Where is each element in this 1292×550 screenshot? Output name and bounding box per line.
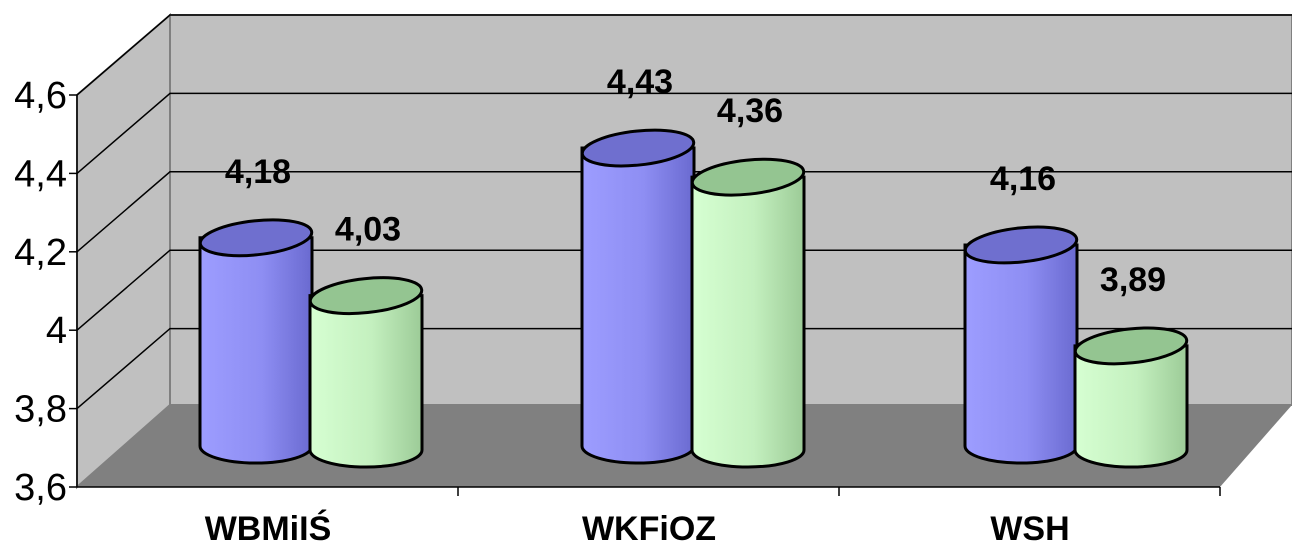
bar-body (1073, 344, 1189, 469)
gridline (76, 249, 1292, 331)
bar-top (198, 218, 314, 258)
data-label: 4,16 (990, 160, 1056, 198)
x-category-label: WSH (990, 510, 1069, 548)
bar (308, 276, 424, 469)
gridline (76, 14, 1292, 96)
data-label: 4,18 (225, 153, 291, 191)
x-category-label: WKFiOZ (582, 510, 716, 548)
bar-body (690, 175, 806, 469)
gridline (76, 171, 1292, 253)
labels: 4,18 4,43 4,16 4,03 4,36 3,89 (225, 63, 1166, 299)
data-label: 4,36 (717, 92, 783, 130)
axes: 3,6 3,8 4 4,2 4,4 4,6 WBMiIŚ WKFiOZ WSH (14, 75, 1221, 548)
y-tick-label: 4,2 (14, 232, 67, 274)
y-tick-label: 4 (46, 310, 67, 352)
y-tick-label: 4,6 (14, 75, 67, 117)
gridlines (76, 14, 1292, 410)
data-label: 4,43 (607, 63, 673, 101)
y-tick-label: 3,8 (14, 389, 67, 431)
bar (690, 157, 806, 469)
bar-top (1073, 326, 1189, 366)
bar (963, 225, 1079, 465)
bars (198, 128, 1189, 469)
bar-body (198, 236, 314, 465)
x-category-label: WBMiIŚ (205, 510, 332, 548)
chart-side-wall (76, 12, 171, 490)
data-label: 3,89 (1100, 261, 1166, 299)
gridline (76, 327, 1292, 410)
bar-body (963, 243, 1079, 465)
bar (1073, 326, 1189, 469)
bar-body (308, 294, 424, 469)
y-tick-label: 4,4 (14, 153, 67, 195)
bar-top (308, 276, 424, 316)
bar-top (690, 157, 806, 197)
bar-body (580, 146, 696, 465)
gridline (76, 92, 1292, 174)
bar (198, 218, 314, 465)
bar (580, 128, 696, 465)
bar-top (963, 225, 1079, 265)
y-tick-label: 3,6 (14, 467, 67, 509)
bar-top (580, 128, 696, 168)
data-label: 4,03 (335, 211, 401, 249)
